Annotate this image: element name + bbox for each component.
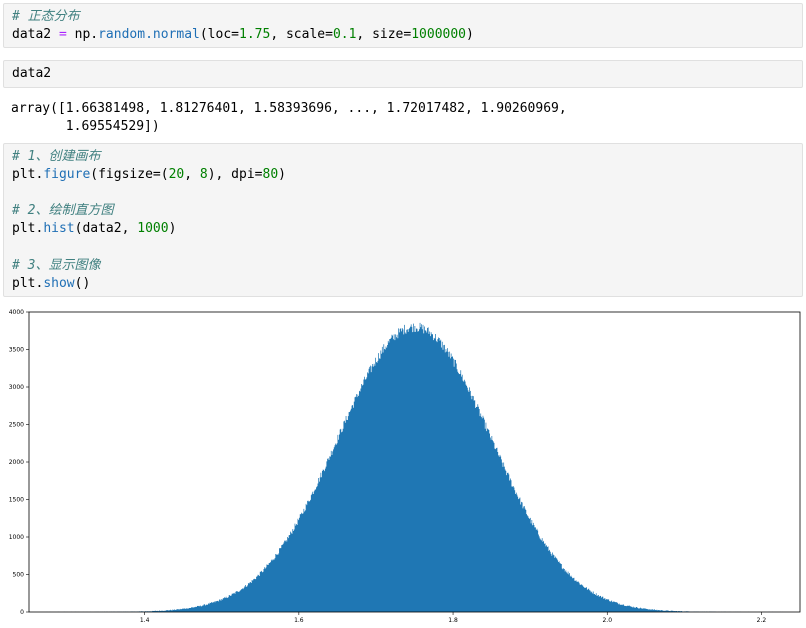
x-tick-label: 1.4 [140, 617, 150, 624]
code-text: ) [278, 167, 286, 182]
code-text: (figsize=( [90, 167, 169, 182]
y-tick-label: 3500 [9, 347, 24, 354]
code-comment: # 1、创建画布 [12, 149, 101, 164]
x-tick-label: 2.0 [602, 617, 612, 624]
function-name: hist [43, 221, 75, 236]
code-text: ), dpi= [207, 167, 263, 182]
code-comment: # 3、显示图像 [12, 258, 101, 273]
number-literal: 0.1 [332, 27, 357, 42]
number-literal: 80 [262, 167, 279, 182]
y-tick-label: 2500 [9, 422, 24, 429]
code-cell-1[interactable]: # 正态分布 data2 = np.random.normal(loc=1.75… [3, 3, 803, 48]
x-tick-label: 2.2 [757, 617, 767, 624]
y-tick-label: 3000 [9, 384, 24, 391]
y-tick-label: 500 [13, 572, 25, 579]
number-literal: 1000000 [411, 27, 467, 42]
module-name: plt. [12, 167, 44, 182]
code-cell-2[interactable]: data2 [3, 60, 803, 88]
code-comment: # 正态分布 [12, 9, 80, 24]
y-tick-label: 0 [20, 609, 24, 616]
function-name: show [43, 276, 75, 291]
number-literal: 1.75 [239, 27, 271, 42]
histogram-plot: 1.4 1.6 1.8 2.0 2.2 0 500 1000 1500 2000 2500 3000… [9, 309, 801, 624]
y-tick-label: 1500 [9, 497, 24, 504]
code-text: , size= [356, 27, 412, 42]
code-line: plt.figure(figsize=(20, 8), dpi=80) [12, 166, 286, 184]
code-cell-3[interactable]: # 1、创建画布 plt.figure(figsize=(20, 8), dpi… [3, 143, 803, 297]
module-name: plt. [12, 221, 44, 236]
code-comment: # 2、绘制直方图 [12, 203, 114, 218]
function-name: random.normal [98, 27, 200, 42]
code-text: () [74, 276, 91, 291]
module-name: np. [74, 27, 99, 42]
module-name: plt. [12, 276, 44, 291]
assign-operator: = [51, 27, 75, 42]
code-text: ) [168, 221, 177, 236]
number-literal: 1000 [137, 221, 169, 236]
code-text: , [184, 167, 200, 182]
number-literal: 20 [168, 167, 185, 182]
code-line: data2 [12, 66, 52, 81]
x-tick-label: 1.8 [448, 617, 458, 624]
code-line: plt.show() [12, 275, 90, 293]
x-axis-ticks: 1.4 1.6 1.8 2.0 2.2 [140, 612, 767, 624]
y-tick-label: 2000 [9, 459, 24, 466]
number-literal: 8 [199, 167, 208, 182]
y-axis-ticks: 0 500 1000 1500 2000 2500 3000 3500 4000 [9, 309, 29, 616]
code-line: data2 = np.random.normal(loc=1.75, scale… [12, 26, 474, 44]
code-text: , scale= [270, 27, 333, 42]
code-text: (data2, [74, 221, 138, 236]
x-tick-label: 1.6 [294, 617, 304, 624]
y-tick-label: 4000 [9, 309, 24, 316]
code-line: plt.hist(data2, 1000) [12, 220, 176, 238]
function-name: figure [43, 167, 91, 182]
histogram-bars [44, 322, 785, 612]
histogram-series [44, 322, 785, 612]
code-text: (loc= [199, 27, 239, 42]
y-tick-label: 1000 [9, 534, 24, 541]
code-text: ) [466, 27, 474, 42]
output-line: 1.69554529]) [11, 119, 160, 134]
var-name: data2 [12, 27, 52, 42]
output-line: array([1.66381498, 1.81276401, 1.5839369… [11, 101, 567, 116]
